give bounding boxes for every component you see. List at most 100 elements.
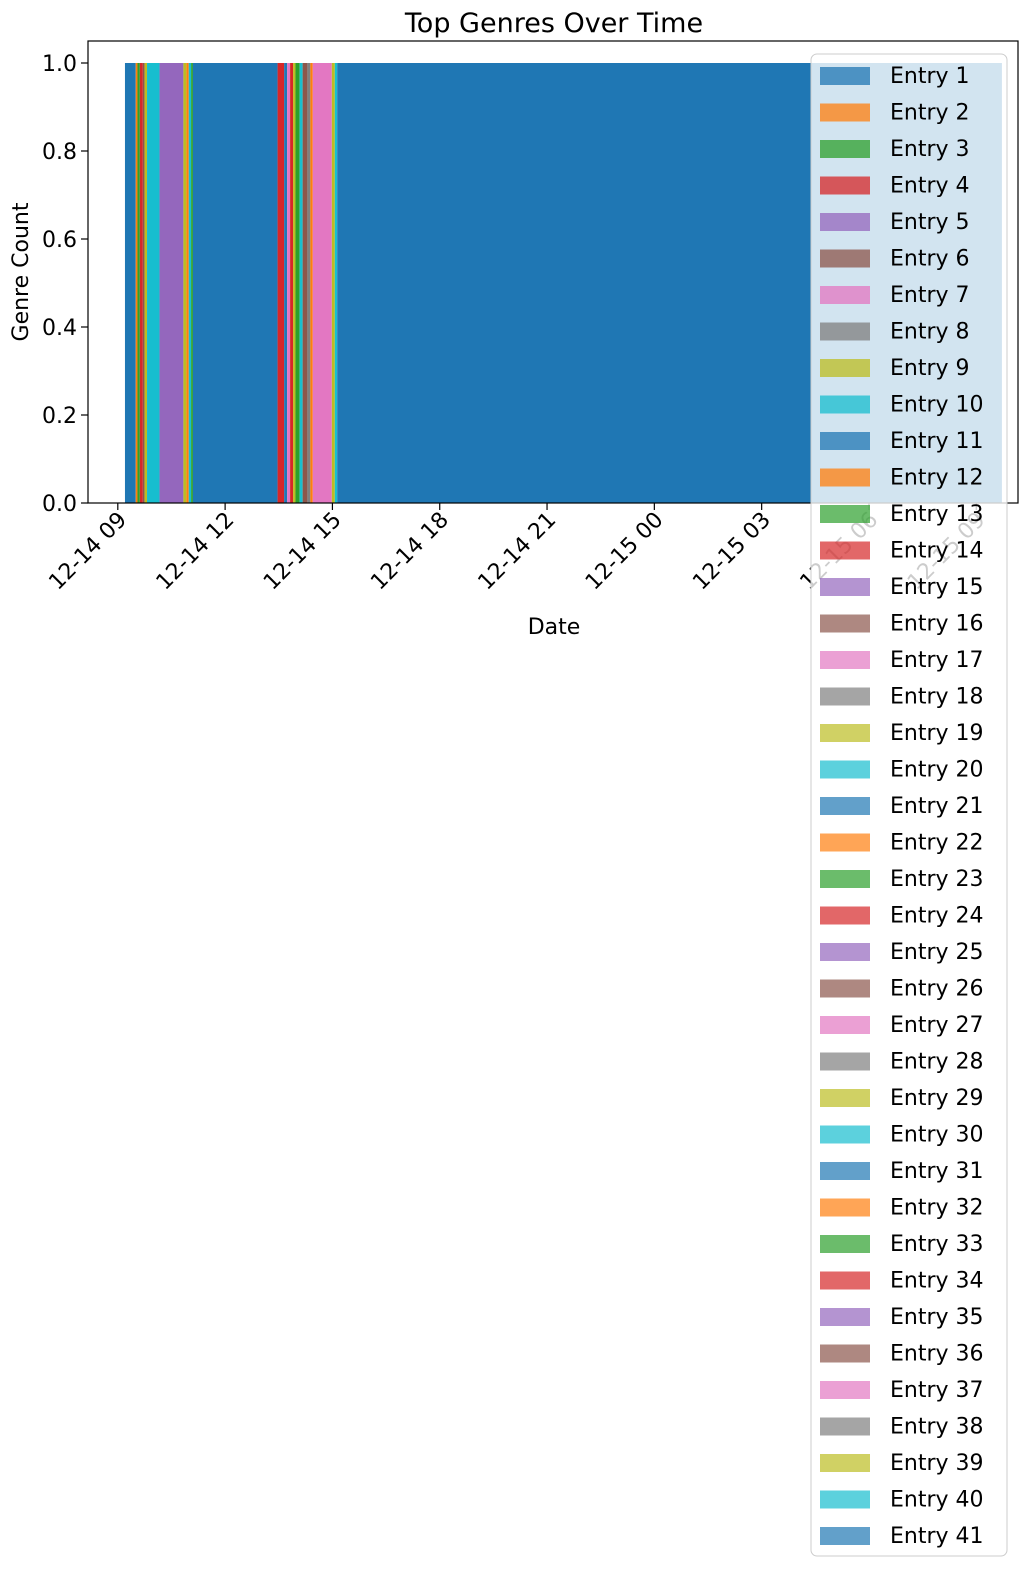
legend-swatch xyxy=(820,578,870,596)
legend-entry: Entry 1 xyxy=(890,64,970,89)
legend-swatch xyxy=(820,541,870,560)
legend-entry: Entry 13 xyxy=(890,502,984,527)
x-tick-label: 12-15 00 xyxy=(581,508,669,596)
legend-entry: Entry 41 xyxy=(890,1524,984,1549)
legend-swatch xyxy=(820,870,870,888)
legend-swatch xyxy=(820,286,870,304)
legend-entry: Entry 6 xyxy=(890,247,970,272)
area-segment xyxy=(299,63,303,503)
legend-swatch xyxy=(820,979,870,998)
legend-swatch xyxy=(820,651,870,669)
legend-swatch xyxy=(820,67,870,85)
legend-entry: Entry 2 xyxy=(890,101,970,126)
legend-entry: Entry 40 xyxy=(890,1488,984,1513)
legend-swatch xyxy=(820,1016,870,1034)
area-segment xyxy=(331,63,335,503)
legend-swatch xyxy=(820,1235,870,1253)
legend-entry: Entry 3 xyxy=(890,137,970,162)
legend-swatch xyxy=(820,1381,870,1399)
legend-entry: Entry 25 xyxy=(890,940,984,965)
area-segment xyxy=(139,63,143,503)
legend-entry: Entry 17 xyxy=(890,648,984,673)
legend-swatch xyxy=(820,1271,870,1290)
chart-title: Top Genres Over Time xyxy=(404,8,703,39)
legend-entry: Entry 39 xyxy=(890,1451,984,1476)
area-segment xyxy=(135,63,138,503)
y-tick-label: 0.2 xyxy=(42,404,77,429)
legend-entry: Entry 10 xyxy=(890,393,984,418)
area-segment xyxy=(142,63,145,503)
legend-swatch xyxy=(820,1344,870,1363)
legend-swatch xyxy=(820,1490,870,1509)
legend-entry: Entry 36 xyxy=(890,1342,984,1367)
area-segment xyxy=(144,63,148,503)
area-segment xyxy=(307,63,311,503)
area-segment xyxy=(186,63,189,503)
area-segment xyxy=(183,63,187,503)
legend-entry: Entry 37 xyxy=(890,1378,984,1403)
plot-frame xyxy=(87,40,1019,504)
legend-swatch xyxy=(820,797,870,815)
legend-entry: Entry 4 xyxy=(890,174,970,199)
legend-entry: Entry 11 xyxy=(890,429,984,454)
area-segment xyxy=(147,63,160,503)
area-segment xyxy=(277,63,285,503)
area-segment xyxy=(124,63,136,503)
legend-swatch xyxy=(820,1125,870,1144)
legend-entry: Entry 19 xyxy=(890,721,984,746)
area-segment xyxy=(295,63,300,503)
legend-entry: Entry 35 xyxy=(890,1305,984,1330)
legend-swatch xyxy=(820,176,870,195)
legend-swatch xyxy=(820,1052,870,1071)
legend-entry: Entry 28 xyxy=(890,1050,984,1075)
legend-swatch xyxy=(820,1417,870,1436)
y-tick-label: 0.6 xyxy=(42,228,77,253)
legend-entry: Entry 14 xyxy=(890,539,984,564)
legend-swatch xyxy=(820,724,870,742)
y-tick-label: 0.0 xyxy=(42,492,77,517)
legend-entry: Entry 8 xyxy=(890,320,970,345)
legend-entry: Entry 18 xyxy=(890,685,984,710)
legend-swatch xyxy=(820,322,870,341)
x-axis-label: Date xyxy=(528,615,581,640)
legend: Entry 1 Entry 2 Entry 3 Entry 4 Entry 5 Entry… xyxy=(810,53,1008,1557)
area-segment xyxy=(159,63,184,503)
legend-entry: Entry 22 xyxy=(890,831,984,856)
legend-swatch xyxy=(820,760,870,779)
legend-entry: Entry 32 xyxy=(890,1196,984,1221)
legend-swatch xyxy=(820,395,870,414)
area-segment xyxy=(310,63,313,503)
legend-entry: Entry 7 xyxy=(890,283,970,308)
legend-entry: Entry 15 xyxy=(890,575,984,600)
legend-swatch xyxy=(820,1527,870,1545)
area-segment xyxy=(188,63,192,503)
area-segment xyxy=(293,63,296,503)
legend-swatch xyxy=(820,943,870,961)
x-tick-label: 12-14 15 xyxy=(259,508,347,596)
legend-entry: Entry 5 xyxy=(890,210,970,235)
legend-swatch xyxy=(820,249,870,268)
legend-entry: Entry 30 xyxy=(890,1123,984,1148)
legend-entry: Entry 31 xyxy=(890,1159,984,1184)
area-segment xyxy=(137,63,140,503)
legend-swatch xyxy=(820,1454,870,1472)
legend-swatch xyxy=(820,833,870,852)
legend-entry: Entry 34 xyxy=(890,1269,984,1294)
x-tick-label: 12-14 09 xyxy=(44,508,132,596)
area-segment xyxy=(302,63,308,503)
legend-swatch xyxy=(820,1162,870,1180)
legend-entry: Entry 12 xyxy=(890,466,984,491)
legend-swatch xyxy=(820,505,870,523)
area-segment xyxy=(334,63,338,503)
legend-entry: Entry 24 xyxy=(890,904,984,929)
legend-swatch xyxy=(820,432,870,450)
legend-entry: Entry 23 xyxy=(890,867,984,892)
legend-entry: Entry 33 xyxy=(890,1232,984,1257)
legend-swatch xyxy=(820,140,870,158)
area-segment xyxy=(287,63,291,503)
x-tick-label: 12-14 21 xyxy=(474,508,562,596)
legend-entry: Entry 27 xyxy=(890,1013,984,1038)
legend-swatch xyxy=(820,614,870,633)
